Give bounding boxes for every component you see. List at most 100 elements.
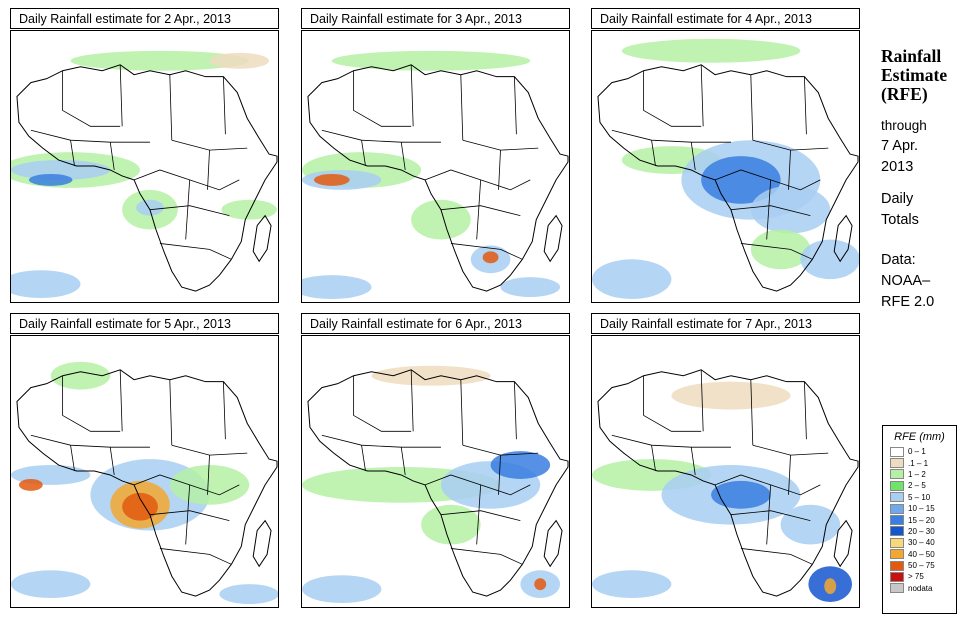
legend-item: 30 – 40 bbox=[883, 537, 956, 548]
country-border bbox=[700, 64, 704, 127]
country-border bbox=[169, 74, 173, 141]
coastline bbox=[16, 64, 278, 292]
legend-swatch bbox=[890, 480, 904, 491]
country-border bbox=[462, 444, 539, 456]
country-border bbox=[223, 381, 226, 440]
country-border bbox=[159, 243, 232, 260]
madagascar-outline bbox=[543, 519, 563, 568]
rainfall-area bbox=[122, 492, 158, 521]
madagascar-outline bbox=[252, 214, 272, 263]
through-year-line: 2013 bbox=[881, 159, 914, 175]
africa-map bbox=[11, 361, 278, 605]
africa-map bbox=[592, 369, 859, 603]
country-border bbox=[788, 150, 791, 190]
legend-label: 15 – 20 bbox=[908, 515, 935, 525]
legend-label: 5 – 10 bbox=[908, 492, 931, 502]
legend-label: .1 – 1 bbox=[908, 458, 929, 468]
panel-title: Daily Rainfall estimate for 5 Apr., 2013 bbox=[10, 313, 279, 334]
country-border bbox=[171, 139, 248, 151]
country-border bbox=[321, 129, 441, 143]
panel-title: Daily Rainfall estimate for 6 Apr., 2013 bbox=[301, 313, 570, 334]
rainfall-area bbox=[209, 52, 270, 69]
rainfall-map bbox=[10, 335, 279, 608]
legend-label: 10 – 15 bbox=[908, 504, 935, 514]
country-border bbox=[750, 74, 754, 141]
country-border bbox=[514, 381, 517, 440]
legend-swatch bbox=[890, 469, 904, 480]
rainfall-map bbox=[591, 335, 860, 608]
country-border bbox=[410, 369, 414, 432]
through-date: through 7 Apr. 2013 bbox=[881, 115, 927, 178]
coastline bbox=[307, 369, 569, 597]
legend-swatch bbox=[890, 503, 904, 514]
daily-line: Daily bbox=[881, 191, 914, 207]
country-border bbox=[766, 179, 772, 240]
country-border bbox=[462, 139, 539, 151]
legend-title: RFE (mm) bbox=[894, 431, 945, 443]
legend-swatch bbox=[890, 537, 904, 548]
legend-swatch bbox=[890, 560, 904, 571]
country-border bbox=[109, 142, 115, 171]
country-border bbox=[740, 548, 813, 565]
country-border bbox=[149, 205, 230, 217]
legend-item: 2 – 5 bbox=[883, 480, 956, 491]
rainfall-area bbox=[28, 173, 73, 186]
map-panel-5-apr: Daily Rainfall estimate for 5 Apr., 2013 bbox=[10, 313, 281, 608]
country-border bbox=[498, 455, 501, 495]
country-border bbox=[476, 484, 482, 545]
panel-title: Daily Rainfall estimate for 3 Apr., 2013 bbox=[301, 8, 570, 29]
country-border bbox=[30, 129, 150, 143]
rainfall-area bbox=[50, 361, 111, 390]
rainfall-area bbox=[701, 156, 781, 204]
rainfall-area bbox=[824, 578, 837, 595]
country-border bbox=[700, 369, 704, 432]
rainfall-area bbox=[780, 504, 841, 545]
data-version-line: RFE 2.0 bbox=[881, 294, 935, 310]
title-line: Rainfall bbox=[881, 46, 942, 66]
panel-title: Daily Rainfall estimate for 4 Apr., 2013 bbox=[591, 8, 860, 29]
panel-title: Daily Rainfall estimate for 7 Apr., 2013 bbox=[591, 313, 860, 334]
country-border bbox=[62, 375, 121, 432]
legend-label: 20 – 30 bbox=[908, 526, 935, 536]
africa-map bbox=[11, 50, 278, 299]
country-border bbox=[690, 142, 696, 171]
country-border bbox=[185, 484, 191, 545]
data-source: Data: NOAA– RFE 2.0 bbox=[881, 250, 934, 313]
country-border bbox=[353, 70, 412, 127]
country-border bbox=[804, 76, 807, 135]
rainfall-map bbox=[10, 30, 279, 303]
legend-item: 20 – 30 bbox=[883, 526, 956, 537]
country-border bbox=[643, 70, 702, 127]
rainfall-area bbox=[219, 584, 278, 605]
country-border bbox=[109, 447, 115, 476]
legend-swatch bbox=[890, 515, 904, 526]
legend-item: 15 – 20 bbox=[883, 514, 956, 526]
country-border bbox=[70, 140, 75, 167]
country-border bbox=[169, 379, 173, 446]
country-border bbox=[159, 548, 232, 565]
country-border bbox=[424, 169, 531, 191]
country-border bbox=[450, 548, 523, 565]
legend-swatch bbox=[890, 583, 904, 594]
country-border bbox=[171, 444, 248, 456]
legend-item: 5 – 10 bbox=[883, 492, 956, 503]
legend-item: 10 – 15 bbox=[883, 503, 956, 514]
country-border bbox=[361, 445, 366, 472]
rainfall-area bbox=[500, 277, 561, 298]
country-border bbox=[730, 510, 811, 522]
country-border bbox=[450, 243, 523, 260]
through-date-line: 7 Apr. bbox=[881, 138, 919, 154]
rainfall-area bbox=[750, 229, 811, 270]
coastline bbox=[16, 369, 278, 597]
country-border bbox=[752, 444, 829, 456]
country-border bbox=[730, 205, 811, 217]
rainfall-area bbox=[482, 251, 499, 264]
madagascar-outline bbox=[833, 519, 853, 568]
country-border bbox=[611, 434, 731, 448]
rainfall-area bbox=[534, 578, 547, 591]
rainfall-area bbox=[169, 465, 250, 505]
country-border bbox=[185, 179, 191, 240]
rainfall-area bbox=[621, 38, 801, 63]
legend-item: .1 – 1 bbox=[883, 457, 956, 469]
africa-map bbox=[302, 50, 569, 300]
